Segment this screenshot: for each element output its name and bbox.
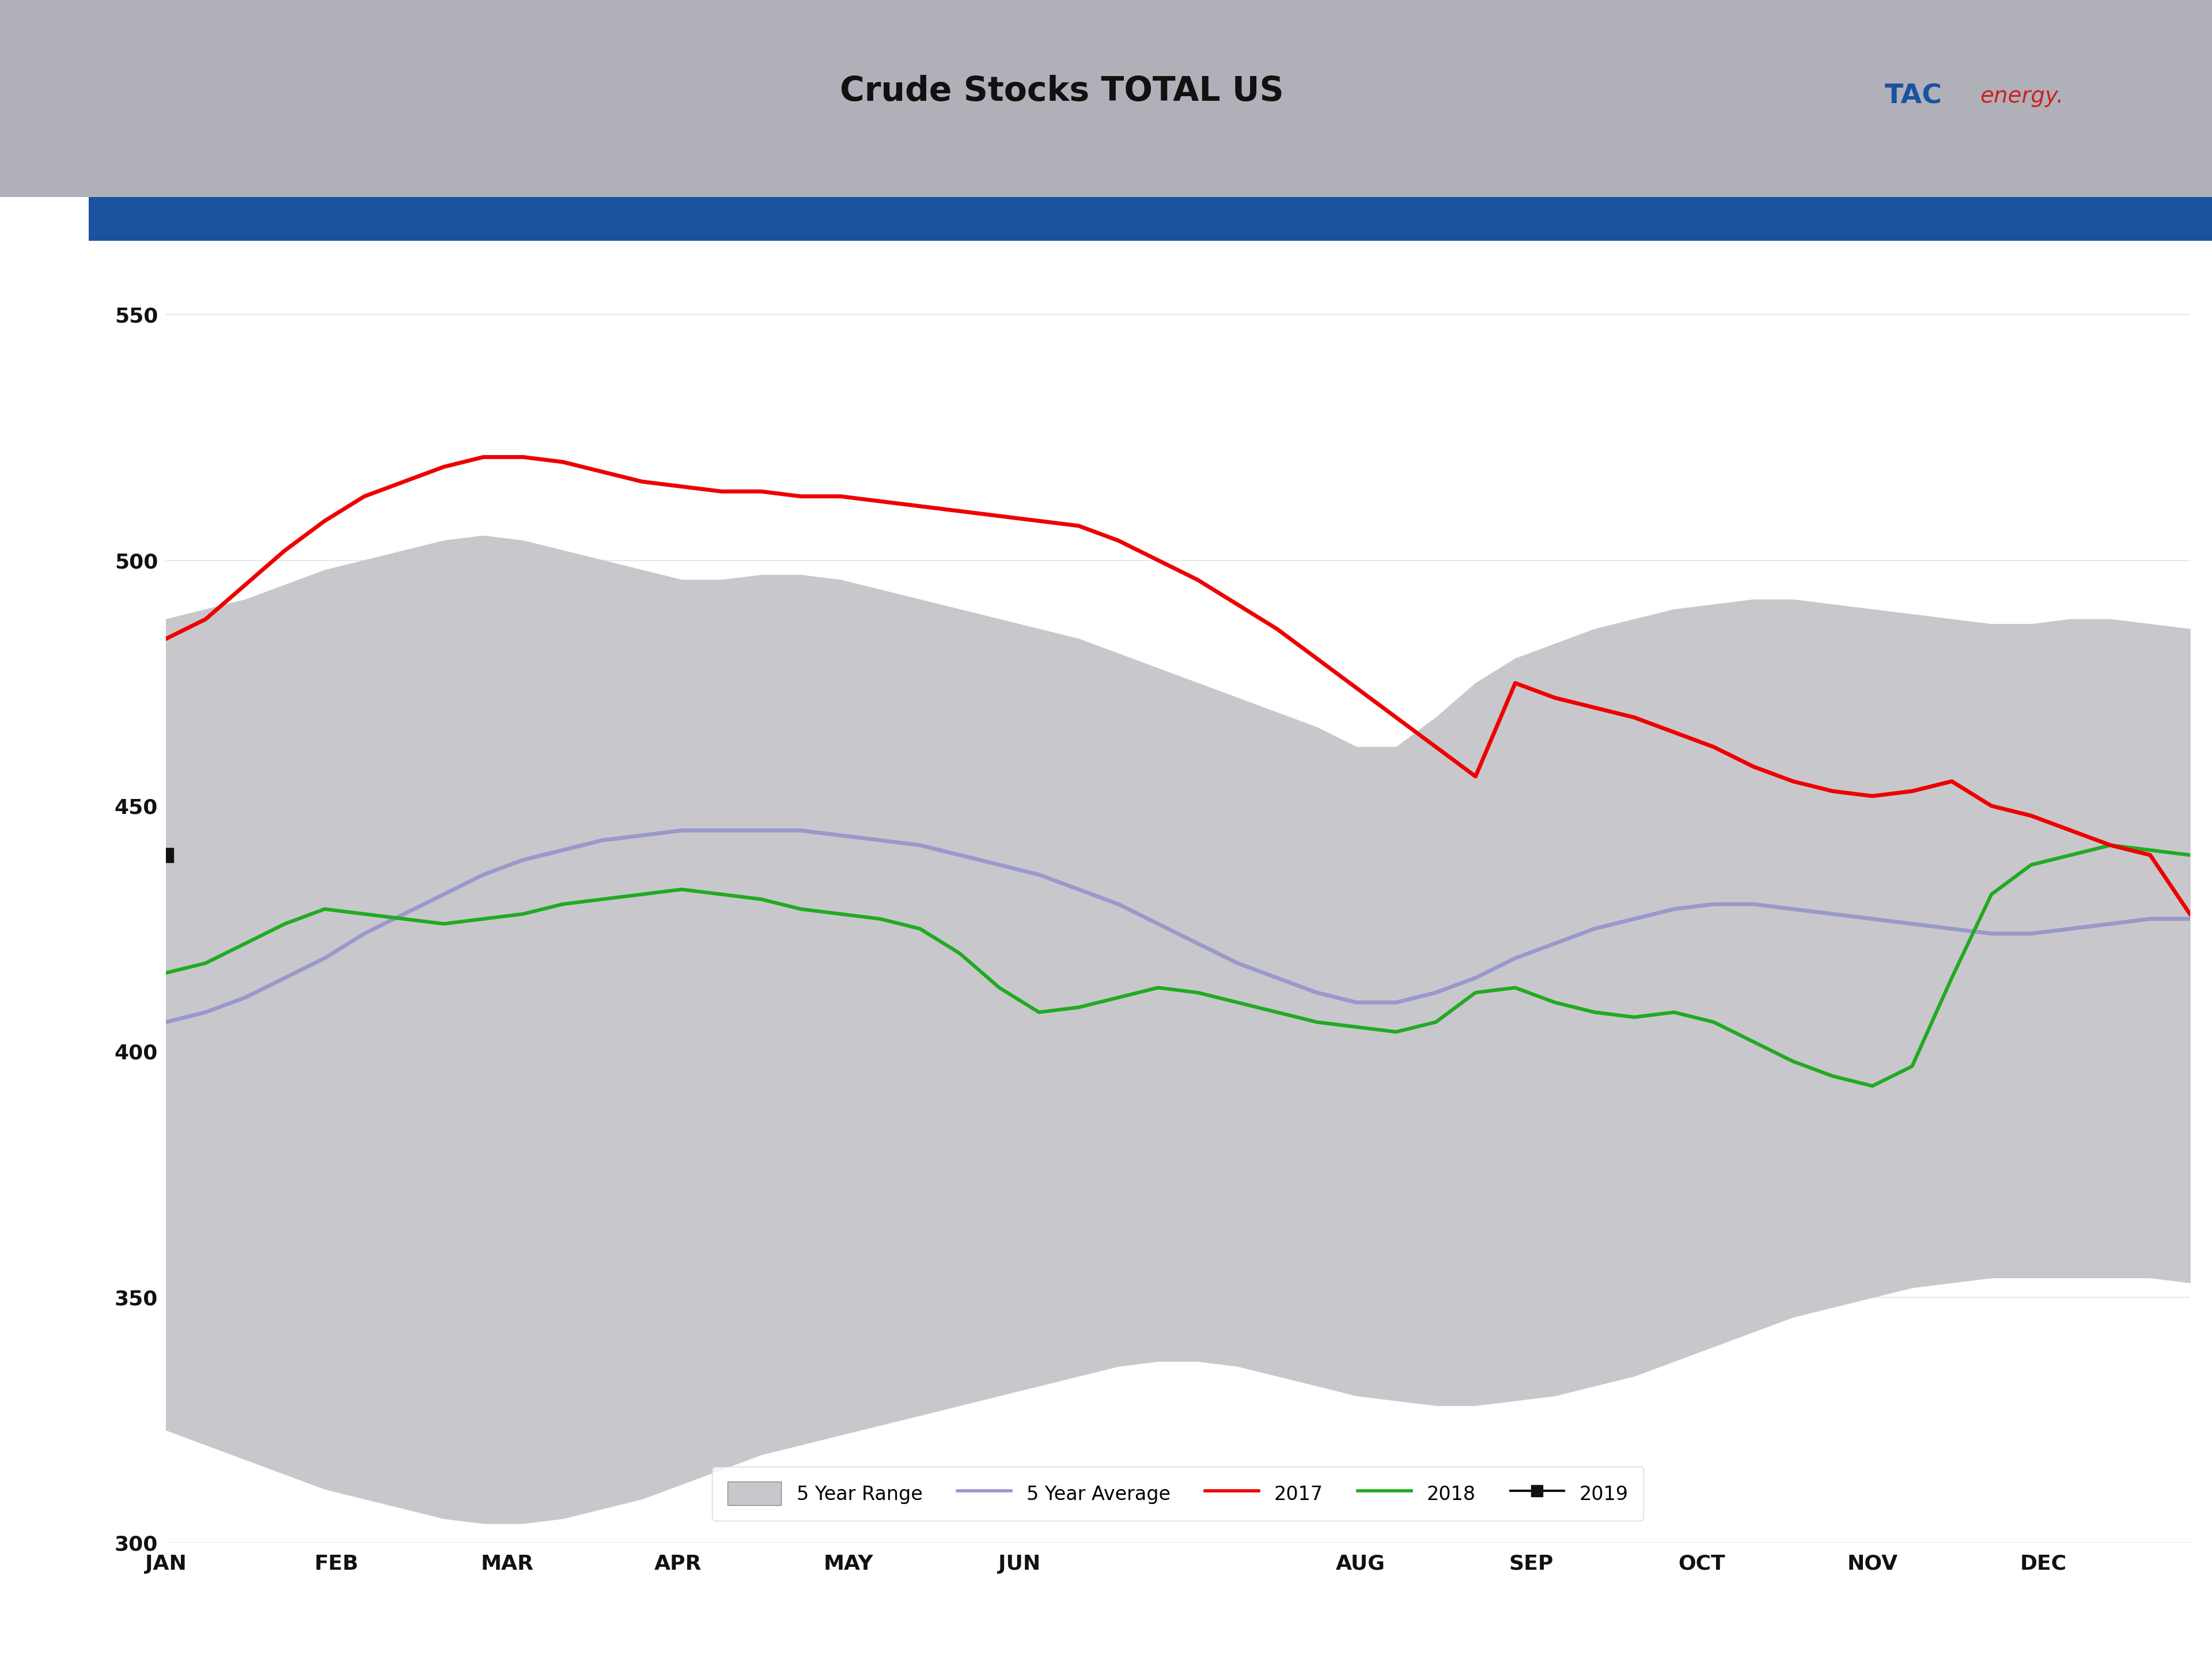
Legend: 5 Year Range, 5 Year Average, 2017, 2018, 2019: 5 Year Range, 5 Year Average, 2017, 2018… xyxy=(712,1467,1644,1521)
Text: TAC: TAC xyxy=(1885,83,1942,109)
FancyBboxPatch shape xyxy=(88,197,2212,241)
Text: Crude Stocks TOTAL US: Crude Stocks TOTAL US xyxy=(841,75,1283,108)
Text: energy.: energy. xyxy=(1980,85,2064,108)
FancyBboxPatch shape xyxy=(0,0,2212,197)
